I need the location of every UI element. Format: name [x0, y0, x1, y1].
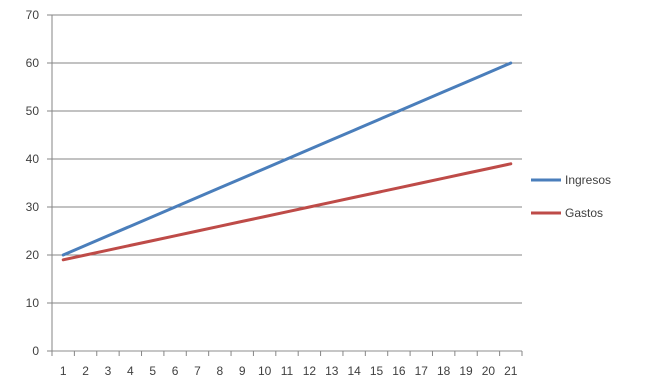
x-tick-label: 20: [482, 364, 496, 378]
x-tick-label: 19: [459, 364, 473, 378]
x-tick-label: 1: [60, 364, 67, 378]
x-tick-label: 9: [239, 364, 246, 378]
x-tick-label: 17: [415, 364, 429, 378]
x-tick-label: 13: [325, 364, 339, 378]
x-tick-label: 18: [437, 364, 451, 378]
x-tick-label: 4: [127, 364, 134, 378]
y-tick-label: 0: [32, 344, 39, 358]
y-tick-label: 70: [26, 8, 40, 22]
legend-label-ingresos: Ingresos: [565, 173, 611, 187]
x-tick-label: 10: [258, 364, 272, 378]
y-tick-label: 50: [26, 104, 40, 118]
x-tick-label: 12: [303, 364, 317, 378]
y-tick-label: 10: [26, 296, 40, 310]
legend-label-gastos: Gastos: [565, 206, 603, 220]
grid-lines: [52, 14, 522, 352]
series-group: [61, 61, 513, 262]
x-tick-label: 11: [281, 364, 294, 378]
y-tick-label: 60: [26, 56, 40, 70]
legend: Ingresos Gastos: [531, 173, 611, 220]
x-tick-label: 16: [392, 364, 406, 378]
y-tick-label: 20: [26, 248, 40, 262]
x-tick-label: 3: [105, 364, 112, 378]
y-tick-label: 30: [26, 200, 40, 214]
y-axis: 0 10 20 30 40 50 60 70: [26, 8, 53, 358]
x-tick-label: 14: [347, 364, 361, 378]
x-tick-label: 7: [194, 364, 201, 378]
y-tick-label: 40: [26, 152, 40, 166]
series-line-ingresos: [61, 61, 513, 257]
series-line-gastos: [61, 162, 513, 262]
x-tick-label: 8: [217, 364, 224, 378]
x-tick-label: 6: [172, 364, 179, 378]
x-tick-label: 15: [370, 364, 384, 378]
x-axis: 1 2 3 4 5 6 7 8 9 10 11 12 13 14 15 16 17 18 19 20 21: [51, 351, 523, 378]
x-tick-label: 2: [82, 364, 89, 378]
x-tick-label: 5: [149, 364, 156, 378]
x-tick-label: 21: [504, 364, 518, 378]
